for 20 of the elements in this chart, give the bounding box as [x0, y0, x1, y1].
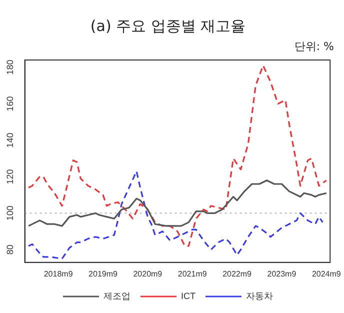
text: 단위: % — [294, 40, 334, 53]
chart-title: (a) 주요 업종별 재고율 — [90, 16, 246, 35]
line-series — [28, 64, 328, 247]
x-tick-label: 2024m9 — [312, 269, 342, 278]
y-tick-label: 160 — [4, 96, 15, 112]
y-tick-label: 180 — [4, 60, 15, 75]
y-tick-label: 80 — [4, 244, 15, 255]
legend-label: ICT — [181, 290, 196, 301]
y-tick-label: 140 — [4, 132, 15, 148]
x-tick-label: 2021m9 — [178, 269, 208, 278]
y-tick-label: 120 — [4, 169, 15, 184]
x-tick-label: 2023m9 — [267, 269, 297, 278]
x-tick-label: 2018m9 — [44, 269, 74, 278]
legend-label: 자동차 — [246, 290, 273, 301]
legend-label: 제조업 — [104, 290, 130, 301]
x-tick-label: 2022m9 — [222, 269, 252, 278]
line-series — [28, 170, 324, 260]
x-tick-label: 2020m9 — [133, 269, 163, 278]
x-tick-label: 2019m9 — [88, 269, 118, 278]
y-tick-label: 100 — [4, 206, 15, 221]
